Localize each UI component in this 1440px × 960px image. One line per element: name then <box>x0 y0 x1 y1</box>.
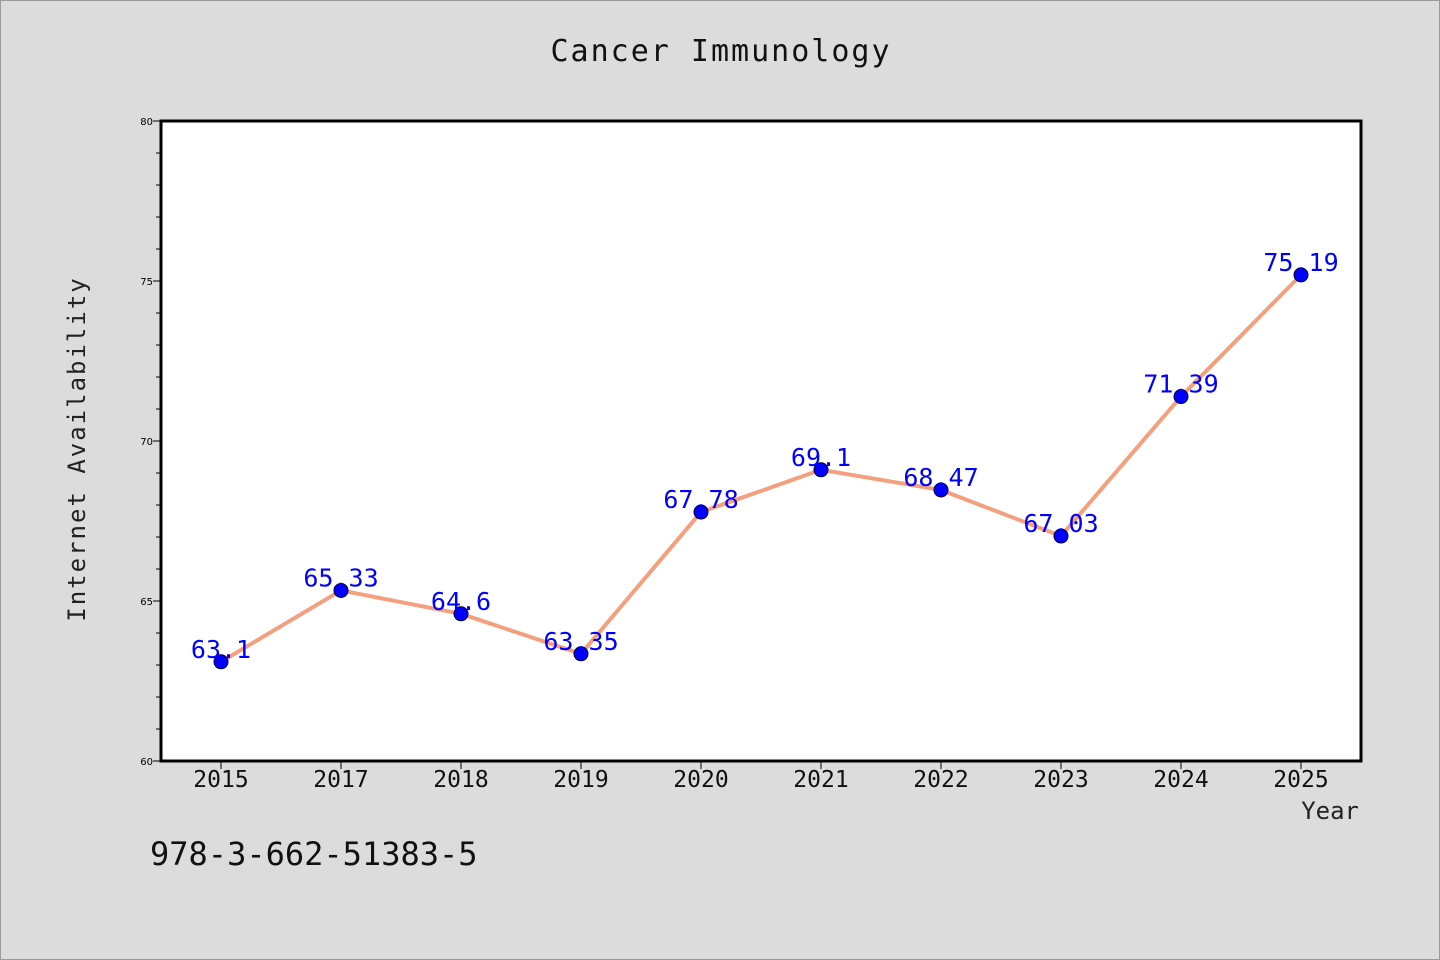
x-tick-label: 2022 <box>913 767 968 793</box>
x-tick-label: 2025 <box>1273 767 1328 793</box>
data-label: 64.6 <box>431 587 491 616</box>
data-point <box>1293 267 1309 283</box>
data-label: 63.35 <box>543 627 618 656</box>
data-point <box>1053 528 1069 544</box>
data-label: 67.03 <box>1023 509 1098 538</box>
x-tick-label: 2017 <box>313 767 368 793</box>
y-tick-label: 80 <box>140 117 153 128</box>
data-point <box>333 582 349 598</box>
x-axis-label: Year <box>1301 797 1359 825</box>
data-label: 75.19 <box>1263 248 1338 277</box>
data-point <box>453 606 469 622</box>
y-tick-label: 75 <box>140 277 153 288</box>
x-tick-label: 2018 <box>433 767 488 793</box>
isbn-code: 978-3-662-51383-5 <box>150 835 478 873</box>
data-point <box>1173 389 1189 405</box>
x-tick-label: 2015 <box>193 767 248 793</box>
data-point <box>933 482 949 498</box>
data-label: 69.1 <box>791 443 851 472</box>
data-point <box>693 504 709 520</box>
y-tick-label: 65 <box>140 597 153 608</box>
data-label: 65.33 <box>303 563 378 592</box>
data-point <box>213 654 229 670</box>
data-label: 71.39 <box>1143 370 1218 399</box>
data-label: 68.47 <box>903 463 978 492</box>
data-point <box>813 462 829 478</box>
data-label: 67.78 <box>663 485 738 514</box>
x-tick-label: 2020 <box>673 767 728 793</box>
x-tick-label: 2021 <box>793 767 848 793</box>
data-point <box>573 646 589 662</box>
y-tick-label: 70 <box>140 437 153 448</box>
series-line <box>219 272 1303 664</box>
plot-frame <box>159 119 1363 763</box>
chart-title: Cancer Immunology <box>550 34 892 69</box>
y-tick-label: 60 <box>140 757 153 768</box>
x-tick-label: 2019 <box>553 767 608 793</box>
plot-area <box>161 121 1361 761</box>
x-tick-label: 2024 <box>1153 767 1208 793</box>
x-tick-label: 2023 <box>1033 767 1088 793</box>
data-label: 63.1 <box>191 635 251 664</box>
